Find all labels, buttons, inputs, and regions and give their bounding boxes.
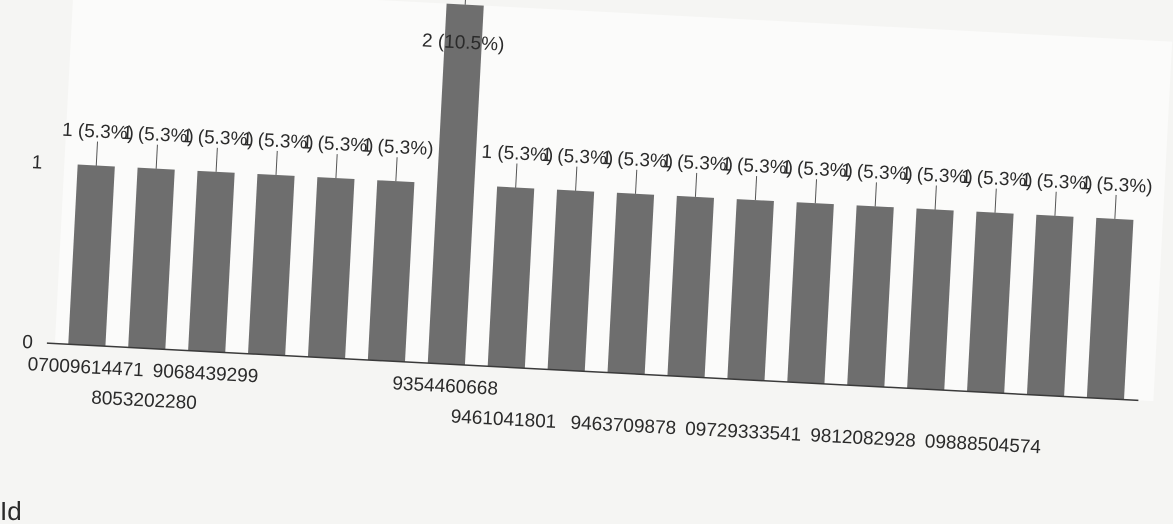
data-label-leader <box>874 182 877 207</box>
data-label-leader <box>1054 191 1057 216</box>
bar[interactable] <box>907 208 954 391</box>
data-label-leader <box>515 163 518 188</box>
x-tick-label: 09888504574 <box>924 431 1042 458</box>
x-tick-label: 09729333541 <box>685 419 802 446</box>
x-tick-label: 9463709878 <box>570 413 677 440</box>
bar[interactable] <box>307 177 355 359</box>
data-label-leader <box>994 188 997 213</box>
data-label-leader <box>464 0 467 5</box>
bar[interactable] <box>1026 214 1074 397</box>
x-tick-label: 9068439299 <box>152 361 259 388</box>
data-label: 2 (10.5%) <box>421 30 504 55</box>
data-label: 1 (5.3%) <box>241 129 314 154</box>
x-tick-label: 9354460668 <box>392 373 499 400</box>
data-label-leader <box>754 176 758 201</box>
x-axis-line <box>46 342 1139 402</box>
data-label-leader <box>694 172 698 197</box>
bar[interactable] <box>847 205 894 388</box>
data-label: 1 (5.3%) <box>900 164 973 189</box>
data-label: 1 (5.3%) <box>62 120 135 145</box>
data-label: 1 (5.3%) <box>122 123 195 148</box>
x-axis-title: Id <box>0 496 22 524</box>
bar[interactable] <box>607 192 655 375</box>
data-label: 1 (5.3%) <box>661 151 734 176</box>
data-label-leader <box>395 157 398 182</box>
bar[interactable] <box>487 186 535 369</box>
x-tick-label: 9812082928 <box>810 425 917 452</box>
data-label: 1 (5.3%) <box>301 132 374 157</box>
data-label-leader <box>215 147 218 172</box>
data-label: 1 (5.3%) <box>361 135 434 160</box>
bar[interactable] <box>68 164 115 347</box>
bar[interactable] <box>727 199 774 381</box>
bar[interactable] <box>1086 217 1134 400</box>
bar[interactable] <box>547 189 595 372</box>
data-label-leader <box>575 166 578 191</box>
data-label-leader <box>934 185 937 210</box>
data-label-leader <box>275 150 278 175</box>
bar[interactable] <box>667 195 715 378</box>
data-label: 1 (5.3%) <box>1020 170 1093 195</box>
data-label: 1 (5.3%) <box>181 126 254 151</box>
data-label: 1 (5.3%) <box>781 157 854 182</box>
data-label-leader <box>95 141 99 166</box>
data-label-leader <box>1114 194 1117 219</box>
y-tick-label: 1 <box>31 152 43 174</box>
bar[interactable] <box>787 202 834 384</box>
data-label: 1 (5.3%) <box>841 161 914 186</box>
bar[interactable] <box>188 170 235 353</box>
bar[interactable] <box>128 167 175 350</box>
data-label: 1 (5.3%) <box>481 142 554 167</box>
bar[interactable] <box>427 3 484 366</box>
x-tick-label: 9461041801 <box>450 406 557 433</box>
x-tick-label: 07009614471 <box>27 354 144 381</box>
data-label-leader <box>814 179 818 204</box>
data-label: 1 (5.3%) <box>1080 173 1153 198</box>
data-label: 1 (5.3%) <box>960 167 1033 192</box>
bar[interactable] <box>248 173 295 356</box>
x-tick-label: 8053202280 <box>91 388 198 415</box>
data-label: 1 (5.3%) <box>601 148 674 173</box>
bar[interactable] <box>967 211 1014 394</box>
data-label: 1 (5.3%) <box>541 145 614 170</box>
data-label: 1 (5.3%) <box>721 154 794 179</box>
data-label-leader <box>335 154 338 179</box>
data-label-leader <box>155 144 158 169</box>
bar[interactable] <box>367 180 415 362</box>
y-tick-label: 0 <box>22 332 34 354</box>
data-label-leader <box>635 169 638 194</box>
